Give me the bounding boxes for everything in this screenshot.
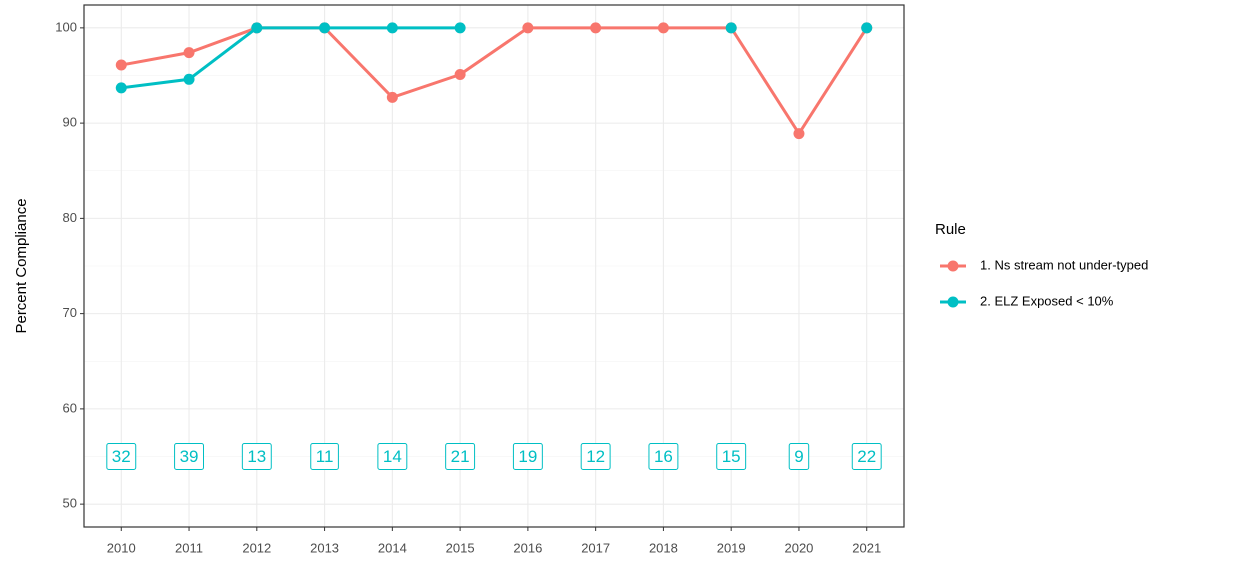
count-label-text: 32 xyxy=(112,447,131,466)
data-point xyxy=(115,82,127,94)
x-tick-label: 2020 xyxy=(784,540,813,555)
legend-key-point xyxy=(947,260,959,272)
count-label: 13 xyxy=(241,443,272,471)
data-point xyxy=(115,59,127,71)
series-line xyxy=(121,26,868,137)
x-tick-label: 2012 xyxy=(242,540,271,555)
data-point xyxy=(251,22,263,34)
count-label-box xyxy=(377,443,408,471)
count-label-text: 9 xyxy=(794,447,803,466)
count-label-box xyxy=(106,443,137,471)
x-tick-label: 2017 xyxy=(581,540,610,555)
count-label-text: 39 xyxy=(180,447,199,466)
count-label-box xyxy=(241,443,272,471)
count-label: 22 xyxy=(851,443,882,471)
count-label-box xyxy=(512,443,543,471)
count-label-text: 19 xyxy=(518,447,537,466)
data-point xyxy=(522,22,534,34)
count-label-box xyxy=(310,443,339,471)
count-label: 11 xyxy=(310,443,339,471)
count-label-text: 21 xyxy=(451,447,470,466)
data-point xyxy=(386,91,398,103)
y-tick-label: 90 xyxy=(63,115,77,130)
x-tick-label: 2019 xyxy=(717,540,746,555)
count-label: 32 xyxy=(106,443,137,471)
count-label-box xyxy=(174,443,205,471)
count-label: 39 xyxy=(174,443,205,471)
y-tick-label: 60 xyxy=(63,400,77,415)
panel-border xyxy=(83,4,905,528)
x-tick-label: 2016 xyxy=(513,540,542,555)
legend-key-point xyxy=(947,296,959,308)
data-point xyxy=(183,47,195,59)
series-line xyxy=(121,26,461,90)
x-tick-label: 2015 xyxy=(446,540,475,555)
data-point xyxy=(657,22,669,34)
data-point xyxy=(183,73,195,85)
count-label-text: 15 xyxy=(722,447,741,466)
data-point xyxy=(386,22,398,34)
count-label-text: 12 xyxy=(586,447,605,466)
count-label: 19 xyxy=(512,443,543,471)
count-label: 14 xyxy=(377,443,408,471)
data-point xyxy=(454,69,466,81)
x-tick-label: 2011 xyxy=(175,540,203,555)
count-label: 12 xyxy=(580,443,611,471)
y-tick-label: 50 xyxy=(63,496,77,511)
x-tick-label: 2013 xyxy=(310,540,339,555)
count-label-text: 11 xyxy=(316,447,334,466)
count-label: 9 xyxy=(788,443,810,471)
legend-label: 1. Ns stream not under-typed xyxy=(980,257,1148,272)
count-label-text: 14 xyxy=(383,447,402,466)
count-label-box xyxy=(580,443,611,471)
count-label-box xyxy=(445,443,476,471)
x-tick-label: 2014 xyxy=(378,540,407,555)
count-label-text: 13 xyxy=(247,447,266,466)
count-label-box xyxy=(648,443,679,471)
count-label-box xyxy=(851,443,882,471)
data-point xyxy=(454,22,466,34)
x-tick-label: 2010 xyxy=(107,540,136,555)
legend-title: Rule xyxy=(935,221,966,238)
x-tick-label: 2018 xyxy=(649,540,678,555)
count-label-text: 22 xyxy=(857,447,876,466)
x-tick-label: 2021 xyxy=(852,540,881,555)
count-label-box xyxy=(716,443,747,471)
count-label: 16 xyxy=(648,443,679,471)
data-point xyxy=(725,22,737,34)
count-label-box xyxy=(788,443,810,471)
y-tick-label: 80 xyxy=(63,210,77,225)
data-point xyxy=(590,22,602,34)
count-label-text: 16 xyxy=(654,447,673,466)
data-point xyxy=(793,128,805,140)
count-label: 21 xyxy=(445,443,476,471)
data-point xyxy=(861,22,873,34)
y-tick-label: 100 xyxy=(55,19,77,34)
legend-label: 2. ELZ Exposed < 10% xyxy=(980,293,1114,308)
y-axis-label: Percent Compliance xyxy=(13,198,30,333)
y-tick-label: 70 xyxy=(63,305,77,320)
count-label: 15 xyxy=(716,443,747,471)
data-point xyxy=(319,22,331,34)
